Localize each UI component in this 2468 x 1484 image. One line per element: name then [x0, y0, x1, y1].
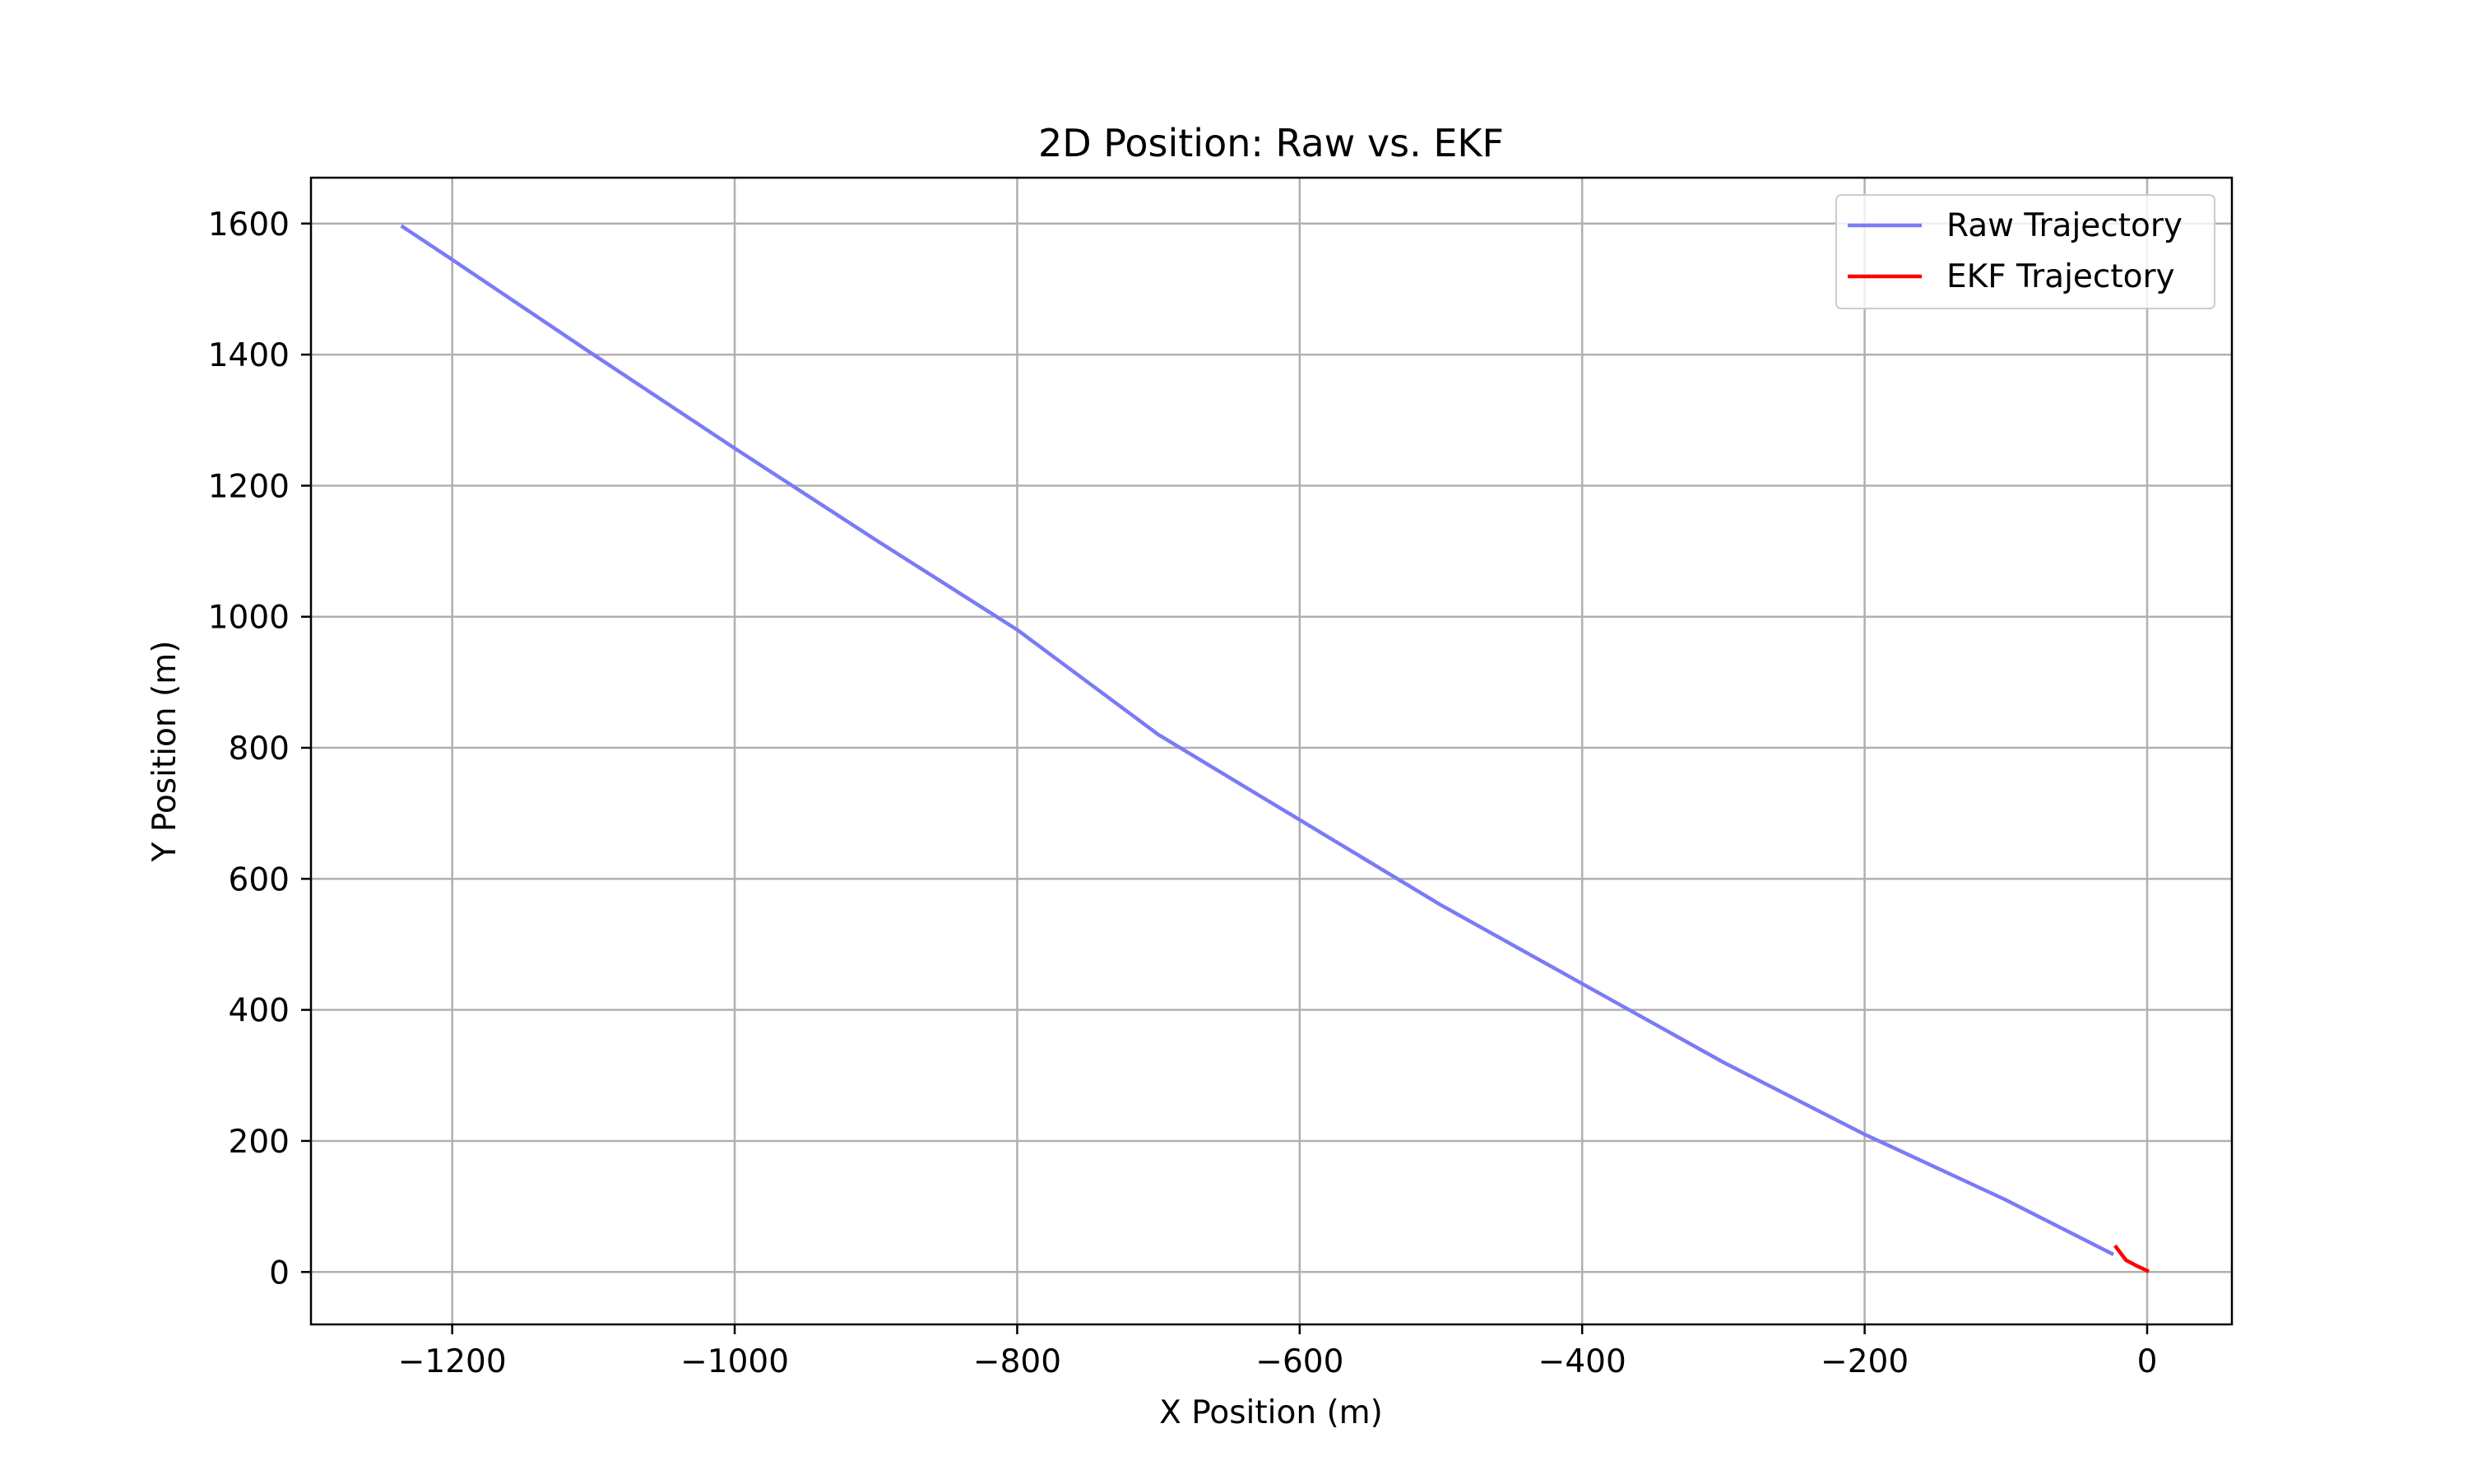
x-tick-label: 0 [2137, 1343, 2158, 1380]
x-tick-label: −400 [1538, 1343, 1626, 1380]
legend-label-raw-trajectory: Raw Trajectory [1946, 207, 2183, 244]
y-axis-label: Y Position (m) [146, 641, 183, 863]
ticks: −1200 −1000 −800 −600 −400 −200 0 0 200 400 600 800… [208, 206, 2158, 1380]
y-tick-label: 400 [229, 993, 290, 1030]
chart-title: 2D Position: Raw vs. EKF [1038, 121, 1504, 165]
x-axis-label: X Position (m) [1159, 1394, 1383, 1431]
y-tick-label: 1600 [208, 206, 290, 243]
x-tick-label: −800 [973, 1343, 1061, 1380]
legend: Raw Trajectory EKF Trajectory [1835, 194, 2215, 309]
series-line-ekf-trajectory [2113, 1244, 2150, 1273]
series-layer [400, 224, 2150, 1273]
y-tick-label: 800 [229, 730, 290, 768]
x-tick-label: −1200 [398, 1343, 507, 1380]
x-tick-label: −600 [1255, 1343, 1343, 1380]
legend-box [1835, 194, 2215, 309]
x-tick-label: −1000 [680, 1343, 789, 1380]
y-tick-label: 1000 [208, 600, 290, 637]
series-line-raw-trajectory [400, 224, 2115, 1257]
plot-frame [309, 176, 2234, 1326]
y-tick-label: 1200 [208, 468, 290, 505]
x-tick-label: −200 [1821, 1343, 1909, 1380]
y-tick-label: 0 [269, 1254, 290, 1292]
y-tick-label: 200 [229, 1124, 290, 1161]
y-tick-label: 1400 [208, 337, 290, 374]
y-tick-label: 600 [229, 861, 290, 898]
grid [311, 178, 2232, 1324]
legend-label-ekf-trajectory: EKF Trajectory [1946, 258, 2175, 295]
